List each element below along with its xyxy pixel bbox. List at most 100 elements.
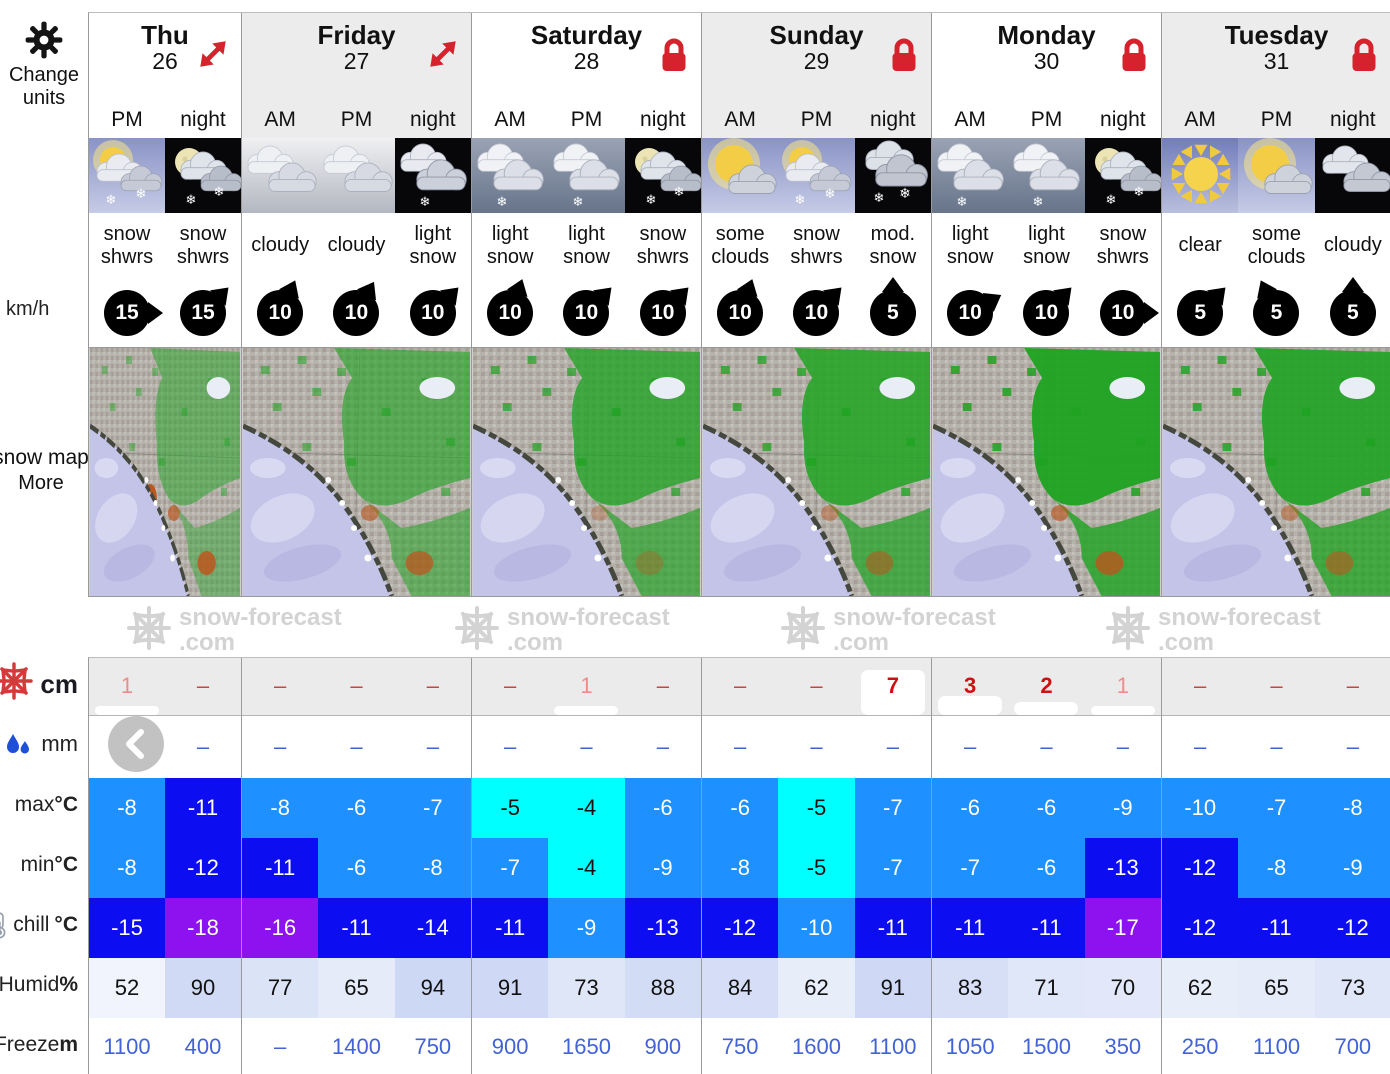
weather-desc: some clouds — [1238, 213, 1314, 278]
rain-mm-cell: – — [395, 716, 471, 778]
freezing-level-row: 10501500350 — [932, 1018, 1161, 1074]
watermark-name: snow-forecast — [1158, 605, 1321, 630]
svg-text:❄: ❄ — [573, 194, 584, 209]
time-label-AM: AM — [1162, 108, 1238, 132]
svg-text:❄: ❄ — [873, 190, 884, 205]
wind-chill-row: -15-18 — [89, 898, 241, 958]
humidity-row: 846291 — [702, 958, 931, 1018]
time-label-night: night — [855, 108, 931, 132]
wind-chill-row: -16-11-14 — [242, 898, 471, 958]
rain-mm-cell: – — [165, 716, 241, 778]
svg-text:❄: ❄ — [825, 186, 836, 201]
time-label-PM: PM — [89, 108, 165, 132]
snow-cm-value: – — [274, 673, 286, 698]
snowflake-icon — [0, 662, 33, 707]
time-label-night: night — [165, 108, 241, 132]
humidity-row: 5290 — [89, 958, 241, 1018]
svg-text:❄: ❄ — [673, 184, 684, 199]
svg-text:❄: ❄ — [1105, 192, 1116, 207]
freezing-level-cell: 1500 — [1008, 1018, 1084, 1074]
weather-icons-row: ❄ ❄ ❄❄ — [472, 138, 701, 213]
snow-cm-row: ––7 — [702, 658, 931, 716]
watermark: snow-forecast.com — [781, 605, 996, 655]
day-header-tuesday[interactable]: Tuesday31 AMPMnight — [1162, 13, 1390, 138]
weather-icons-row: ❄❄ ❄❄ — [702, 138, 931, 213]
snow-map-sunday[interactable] — [702, 348, 931, 596]
day-group-friday: Friday27 AMPMnight ❄cloudycloudylight sn… — [242, 13, 472, 597]
day-header-monday[interactable]: Monday30 AMPMnight — [932, 13, 1161, 138]
weather-desc: snow shwrs — [89, 213, 165, 278]
time-label-PM: PM — [1238, 108, 1314, 132]
expand-arrows-icon — [424, 35, 462, 73]
change-units-button[interactable]: Change units — [0, 20, 88, 110]
snow-map-more-link[interactable]: More — [0, 472, 96, 495]
freezing-level-cell: 1100 — [855, 1018, 931, 1074]
snow-map-friday[interactable] — [242, 348, 471, 596]
clear-day-icon — [1162, 138, 1238, 213]
day-header-sunday[interactable]: Sunday29 AMPMnight — [702, 13, 931, 138]
time-labels: AMPMnight — [1162, 108, 1390, 132]
snowflake-logo-icon — [127, 606, 171, 655]
data-group-tuesday: ––––––-10-7-8-12-8-9-12-11-1262657325011… — [1162, 658, 1390, 1074]
snow-cm-value: 1 — [1117, 673, 1129, 698]
lock-icon-wrap — [1346, 35, 1382, 80]
light-snow-day-icon: ❄ — [932, 138, 1008, 213]
wind-chill-cell: -11 — [932, 898, 1008, 958]
max-temp-cell: -5 — [778, 778, 854, 838]
freezing-level-row: 75016001100 — [702, 1018, 931, 1074]
rain-mm-row: ––– — [472, 716, 701, 778]
weather-desc: light snow — [1008, 213, 1084, 278]
data-group-sunday: ––7–––-6-5-7-8-5-7-12-10-118462917501600… — [702, 658, 932, 1074]
day-header-thu[interactable]: Thu26 PMnight — [89, 13, 241, 138]
time-labels: AMPMnight — [242, 108, 471, 132]
humidity-cell: 62 — [1162, 958, 1238, 1018]
freezing-level-cell: 400 — [165, 1018, 241, 1074]
rain-mm-cell: – — [472, 716, 548, 778]
carousel-back-button[interactable] — [108, 716, 164, 772]
snow-cm-cell: 1 — [548, 658, 624, 715]
snow-cm-value: – — [197, 673, 209, 698]
day-header-saturday[interactable]: Saturday28 AMPMnight — [472, 13, 701, 138]
min-temp-cell: -6 — [1008, 838, 1084, 898]
min-temp-cell: -8 — [702, 838, 778, 898]
snow-amount-bar — [1014, 702, 1078, 715]
snow-amount-bar — [95, 706, 159, 715]
time-labels: PMnight — [89, 108, 241, 132]
snow-cm-cell: – — [318, 658, 394, 715]
freezing-level-cell: 900 — [625, 1018, 701, 1074]
weather-desc: cloudy — [1315, 213, 1390, 278]
time-label-night: night — [625, 108, 701, 132]
cloudy-night-icon — [1315, 138, 1390, 213]
wind-indicator: 15 — [104, 290, 150, 336]
wind-chill-cell: -16 — [242, 898, 318, 958]
snow-cm-value: – — [1270, 673, 1282, 698]
wind-chill-row-label: chill °C — [0, 895, 88, 955]
weather-desc: cloudy — [318, 213, 394, 278]
min-temp-cell: -7 — [932, 838, 1008, 898]
day-header-friday[interactable]: Friday27 AMPMnight — [242, 13, 471, 138]
freezing-level-cell: 750 — [395, 1018, 471, 1074]
max-temp-cell: -6 — [318, 778, 394, 838]
snow-map-saturday[interactable] — [472, 348, 701, 596]
weather-desc: clear — [1162, 213, 1238, 278]
day-group-saturday: Saturday28 AMPMnight ❄ ❄ ❄❄light snowlig… — [472, 13, 702, 597]
snow-map-monday[interactable] — [932, 348, 1161, 596]
freezing-level-row: 2501100700 — [1162, 1018, 1390, 1074]
wind-indicator: 15 — [180, 290, 226, 336]
wind-row: 10 10 10 — [242, 278, 471, 347]
time-label-AM: AM — [932, 108, 1008, 132]
snow-map-tuesday[interactable] — [1162, 348, 1390, 596]
wind-indicator: 5 — [1253, 290, 1299, 336]
time-label-night: night — [1085, 108, 1161, 132]
time-label-night: night — [395, 108, 471, 132]
min-temp-cell: -8 — [1238, 838, 1314, 898]
watermark-text: snow-forecast.com — [179, 605, 342, 655]
min-temp-row: -7-6-13 — [932, 838, 1161, 898]
snow-map-thu[interactable] — [89, 348, 241, 596]
wind-cell: 5 — [1238, 278, 1314, 347]
wind-cell: 10 — [242, 278, 318, 347]
weather-desc: snow shwrs — [1085, 213, 1161, 278]
snow-cm-value: – — [657, 673, 669, 698]
snow-cm-cell: 3 — [932, 658, 1008, 715]
wind-indicator: 10 — [487, 290, 533, 336]
